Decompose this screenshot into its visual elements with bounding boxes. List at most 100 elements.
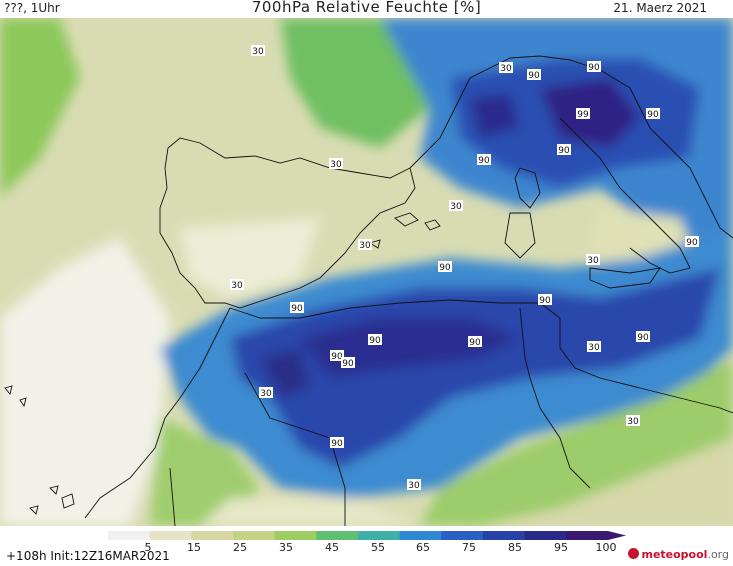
contour-label-90: 90 [587, 61, 601, 73]
colorbar-end-arrow [608, 531, 626, 540]
contour-label-30: 30 [407, 479, 421, 491]
svg-text:30: 30 [588, 343, 600, 353]
contour-label-30: 30 [230, 279, 244, 291]
svg-text:90: 90 [686, 238, 698, 248]
svg-text:90: 90 [342, 359, 354, 369]
contour-label-99: 99 [576, 108, 590, 120]
svg-text:30: 30 [587, 256, 599, 266]
svg-text:90: 90 [588, 63, 600, 73]
svg-text:99: 99 [577, 110, 589, 120]
colorbar-segment [108, 531, 151, 540]
svg-text:90: 90 [331, 439, 343, 449]
contour-label-30: 30 [449, 200, 463, 212]
wet-core-italy [470, 93, 520, 138]
contour-label-30: 30 [587, 341, 601, 353]
contour-label-90: 90 [557, 144, 571, 156]
wet-core-south [230, 268, 720, 468]
colorbar-segment [233, 531, 276, 540]
logo-main: meteopool [641, 548, 708, 561]
dry-zone-southeast [500, 438, 733, 526]
svg-text:30: 30 [627, 417, 639, 427]
colorbar-segment [566, 531, 609, 540]
contour-label-90: 90 [646, 108, 660, 120]
contour-label-90: 90 [368, 334, 382, 346]
svg-text:30: 30 [408, 481, 420, 491]
colorbar-tick: 25 [233, 541, 247, 554]
svg-text:30: 30 [330, 160, 342, 170]
humidity-map: 30 30 30 30 30 30 30 30 30 30 30 90 90 9… [0, 18, 733, 526]
svg-text:90: 90 [539, 296, 551, 306]
valid-date-label: 21. Maerz 2021 [613, 1, 707, 15]
colorbar-tick: 75 [462, 541, 476, 554]
contour-label-30: 30 [358, 239, 372, 251]
moist-band-west [0, 18, 80, 198]
contour-label-90: 90 [477, 154, 491, 166]
svg-text:30: 30 [260, 389, 272, 399]
colorbar-tick: 35 [279, 541, 293, 554]
logo-dot-icon [628, 548, 640, 559]
humidity-field [0, 18, 733, 526]
map-title: 700hPa Relative Feuchte [%] [251, 0, 482, 16]
svg-text:30: 30 [252, 47, 264, 57]
svg-text:90: 90 [528, 71, 540, 81]
svg-text:90: 90 [558, 146, 570, 156]
contour-label-30: 30 [259, 387, 273, 399]
colorbar-segment [524, 531, 567, 540]
colorbar-tick: 15 [187, 541, 201, 554]
colorbar-segment [483, 531, 526, 540]
balearic-islands [368, 212, 441, 249]
colorbar-tick: 100 [595, 541, 617, 554]
canary-islands [4, 385, 75, 515]
svg-text:90: 90 [331, 352, 343, 362]
svg-text:90: 90 [647, 110, 659, 120]
contour-label-90: 90 [468, 336, 482, 348]
header-bar: ???, 1Uhr 700hPa Relative Feuchte [%] 21… [0, 0, 733, 18]
svg-text:90: 90 [637, 333, 649, 343]
contour-label-30: 30 [329, 158, 343, 170]
colorbar-segment [399, 531, 442, 540]
contour-label-30: 30 [251, 45, 265, 57]
dry-zone [0, 238, 170, 526]
contour-label-90: 90 [330, 350, 344, 362]
colorbar-segment [149, 531, 192, 540]
svg-text:30: 30 [231, 281, 243, 291]
valid-time-label: ???, 1Uhr [4, 1, 60, 15]
colorbar-ticks: 5 15 25 35 45 55 65 75 85 95 100 [0, 541, 733, 555]
contour-label-30: 30 [626, 415, 640, 427]
contour-label-90: 90 [527, 69, 541, 81]
svg-text:90: 90 [469, 338, 481, 348]
svg-text:90: 90 [478, 156, 490, 166]
dry-zone-iberia [180, 218, 320, 298]
colorbar-tick: 65 [416, 541, 430, 554]
svg-text:90: 90 [439, 263, 451, 273]
dry-zone-sahara [200, 498, 420, 526]
svg-text:90: 90 [291, 304, 303, 314]
colorbar-segment [441, 531, 484, 540]
svg-text:30: 30 [359, 241, 371, 251]
logo-tld: .org [707, 548, 729, 561]
colorbar-segment [274, 531, 317, 540]
colorbar-tick: 85 [508, 541, 522, 554]
contour-label-90: 90 [538, 294, 552, 306]
contour-label-90: 90 [290, 302, 304, 314]
colorbar-tick: 45 [325, 541, 339, 554]
contour-label-90: 90 [636, 331, 650, 343]
svg-text:30: 30 [450, 202, 462, 212]
colorbar-tick: 5 [144, 541, 152, 554]
contour-label-90: 90 [330, 437, 344, 449]
contour-label-30: 30 [586, 254, 600, 266]
svg-text:30: 30 [500, 64, 512, 74]
colorbar-tick: 95 [554, 541, 568, 554]
svg-text:90: 90 [369, 336, 381, 346]
colorbar-segment [358, 531, 401, 540]
moist-edge-south [420, 358, 733, 526]
colorbar-segment [316, 531, 359, 540]
contour-label-30: 30 [499, 62, 513, 74]
colorbar-tick: 55 [371, 541, 385, 554]
contour-label-90: 90 [341, 357, 355, 369]
contour-label-90: 90 [438, 261, 452, 273]
colorbar [108, 531, 626, 540]
contour-labels: 30 30 30 30 30 30 30 30 30 30 30 90 90 9… [230, 45, 699, 491]
meteopool-logo[interactable]: meteopool.org [628, 548, 729, 561]
init-time-label: +108h Init:12Z16MAR2021 [6, 549, 170, 563]
